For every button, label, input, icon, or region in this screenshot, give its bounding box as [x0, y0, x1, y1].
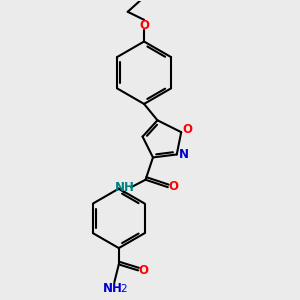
- Text: O: O: [139, 19, 149, 32]
- Text: O: O: [168, 180, 178, 193]
- Text: 2: 2: [121, 284, 127, 294]
- Text: NH: NH: [103, 282, 123, 295]
- Text: O: O: [139, 264, 148, 277]
- Text: O: O: [183, 123, 193, 136]
- Text: N: N: [179, 148, 189, 161]
- Text: NH: NH: [115, 181, 135, 194]
